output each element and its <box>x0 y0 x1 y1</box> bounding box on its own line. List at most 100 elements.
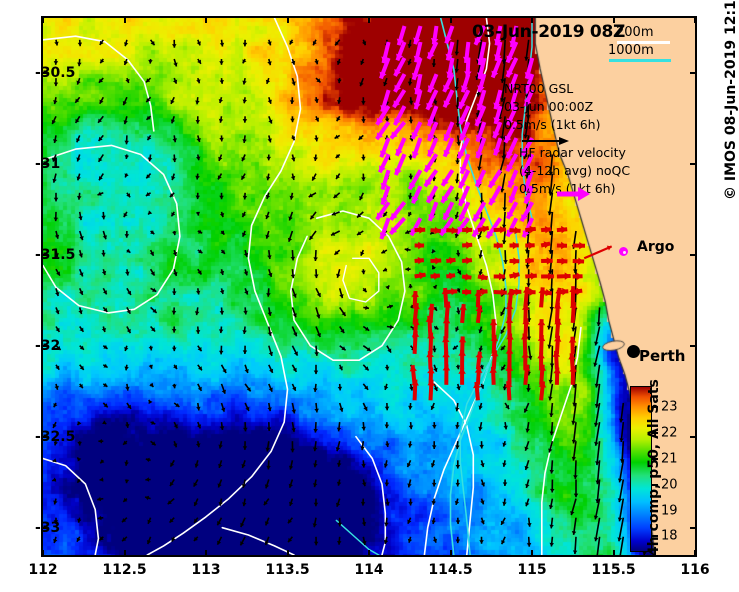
x-tick-label: 115 <box>517 562 547 578</box>
current-vector-head <box>145 495 150 501</box>
current-vector-head <box>548 448 553 453</box>
current-vector-head <box>313 157 318 161</box>
current-vector-head <box>310 215 315 220</box>
x-tick-top <box>612 16 615 23</box>
current-vector-head <box>288 465 294 470</box>
current-vector-head <box>217 483 222 488</box>
current-vector-head <box>572 402 577 407</box>
current-vector-head <box>52 178 57 183</box>
current-vector-head <box>573 269 578 273</box>
current-vector-head <box>53 520 59 524</box>
current-vector-head <box>53 441 58 446</box>
current-vector-head <box>594 341 599 346</box>
current-vector-head <box>394 68 402 76</box>
current-vector-head <box>264 521 270 526</box>
bathy-200m-line <box>617 41 670 44</box>
map-plot-area[interactable]: 03-Jun-2019 08Z 200m 1000m NRT00 GSL 03-… <box>41 16 697 557</box>
current-vector-head <box>365 305 369 310</box>
current-vector-head <box>413 37 421 45</box>
current-vector-head <box>335 447 341 452</box>
y-tick-right <box>690 344 697 347</box>
current-vector-head <box>478 426 483 431</box>
current-vector-head <box>241 157 246 162</box>
current-vector-head <box>222 368 227 373</box>
current-vector-head <box>642 551 647 555</box>
current-vector-head <box>196 290 201 295</box>
current-vector-head <box>431 63 437 67</box>
current-vector-head <box>53 403 58 408</box>
current-vector-head <box>53 100 58 105</box>
current-vector-head <box>426 351 434 358</box>
current-vector-head <box>457 270 461 275</box>
current-vector-head <box>124 140 129 145</box>
current-vector-head <box>219 290 225 294</box>
current-vector-head <box>522 148 529 156</box>
current-vector-head <box>408 501 413 506</box>
current-vector-head <box>394 168 402 175</box>
current-vector-head <box>521 214 528 222</box>
current-vector-head <box>263 501 268 506</box>
current-vector-head <box>340 328 345 334</box>
current-vector-head <box>242 139 247 143</box>
current-vector-head <box>76 537 81 542</box>
contour-white <box>43 35 155 132</box>
current-vector-head <box>478 405 483 410</box>
current-vector-head <box>289 195 294 200</box>
current-vector-head <box>546 257 553 265</box>
current-vector-head <box>243 271 249 276</box>
current-vector-head <box>149 251 154 256</box>
current-vector-head <box>595 480 600 485</box>
current-vector-head <box>291 157 296 162</box>
current-vector-head <box>549 289 554 293</box>
current-vector-head <box>101 328 107 332</box>
current-vector-head <box>449 256 456 265</box>
current-vector-head <box>361 101 366 105</box>
current-vector-head <box>474 366 483 373</box>
current-vector-head <box>548 505 554 509</box>
current-vector-head <box>547 325 552 330</box>
current-vector-head <box>526 336 532 341</box>
current-vector-head <box>126 328 131 334</box>
current-vector-head <box>430 463 436 468</box>
current-vector-head <box>336 117 341 122</box>
current-vector-head <box>77 62 82 67</box>
current-vector-head <box>526 543 532 547</box>
current-vector-head <box>169 518 174 523</box>
current-vector-head <box>489 180 496 188</box>
current-vector-head <box>499 226 506 234</box>
current-vector-head <box>431 248 436 254</box>
current-vector-head <box>530 272 537 280</box>
current-vector-head <box>564 272 571 280</box>
current-vector-head <box>543 241 551 249</box>
current-vector-head <box>289 501 294 506</box>
current-vector-head <box>502 501 507 506</box>
current-vector-head <box>313 370 319 375</box>
current-vector-head <box>549 542 554 547</box>
current-vector <box>619 536 625 555</box>
bathy-1000m-label: 1000m <box>608 43 654 58</box>
current-vector-head <box>411 132 419 139</box>
current-vector-head <box>123 440 128 445</box>
current-vector-head <box>171 212 176 217</box>
current-vector-head <box>619 418 624 423</box>
current-vector-head <box>527 257 534 265</box>
current-vector-head <box>549 469 554 474</box>
x-tick-label: 112.5 <box>102 562 147 578</box>
current-vector-head <box>146 540 152 545</box>
current-vector-head <box>103 344 108 349</box>
current-vector-head <box>524 86 532 94</box>
current-vector <box>550 288 554 311</box>
current-vector-head <box>240 522 245 527</box>
current-vector-head <box>479 384 485 389</box>
current-vector-head <box>313 257 318 261</box>
current-vector-head <box>576 272 583 281</box>
x-tick-top <box>531 16 533 23</box>
radar-legend-line1: HF radar velocity <box>519 145 626 160</box>
current-vector <box>501 116 506 141</box>
current-vector-head <box>502 207 507 212</box>
current-vector-head <box>508 83 516 91</box>
y-tick-right <box>690 253 697 256</box>
current-vector-head <box>593 422 599 427</box>
current-vector-head <box>476 92 481 97</box>
current-vector-head <box>407 443 413 448</box>
